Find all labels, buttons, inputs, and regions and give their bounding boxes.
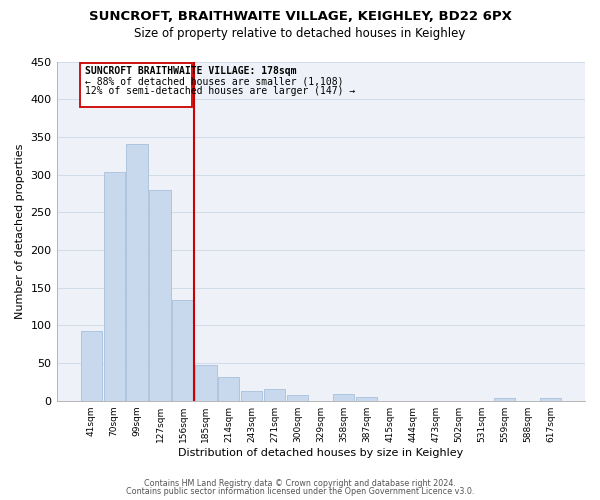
Bar bbox=[333, 394, 354, 400]
Text: Contains HM Land Registry data © Crown copyright and database right 2024.: Contains HM Land Registry data © Crown c… bbox=[144, 478, 456, 488]
Text: SUNCROFT, BRAITHWAITE VILLAGE, KEIGHLEY, BD22 6PX: SUNCROFT, BRAITHWAITE VILLAGE, KEIGHLEY,… bbox=[89, 10, 511, 23]
Text: 12% of semi-detached houses are larger (147) →: 12% of semi-detached houses are larger (… bbox=[85, 86, 355, 97]
Bar bbox=[494, 398, 515, 400]
Y-axis label: Number of detached properties: Number of detached properties bbox=[15, 144, 25, 319]
Bar bbox=[104, 172, 125, 400]
Text: Size of property relative to detached houses in Keighley: Size of property relative to detached ho… bbox=[134, 28, 466, 40]
Bar bbox=[287, 394, 308, 400]
Bar bbox=[356, 397, 377, 400]
Bar bbox=[172, 300, 194, 400]
Bar bbox=[127, 144, 148, 400]
Text: SUNCROFT BRAITHWAITE VILLAGE: 178sqm: SUNCROFT BRAITHWAITE VILLAGE: 178sqm bbox=[85, 66, 296, 76]
Bar bbox=[540, 398, 561, 400]
FancyBboxPatch shape bbox=[80, 63, 192, 106]
Text: Contains public sector information licensed under the Open Government Licence v3: Contains public sector information licen… bbox=[126, 487, 474, 496]
Bar bbox=[218, 378, 239, 400]
Bar bbox=[241, 391, 262, 400]
Bar bbox=[80, 330, 101, 400]
Text: ← 88% of detached houses are smaller (1,108): ← 88% of detached houses are smaller (1,… bbox=[85, 76, 343, 86]
Bar bbox=[149, 190, 170, 400]
Bar bbox=[264, 388, 286, 400]
X-axis label: Distribution of detached houses by size in Keighley: Distribution of detached houses by size … bbox=[178, 448, 463, 458]
Bar bbox=[196, 366, 217, 400]
